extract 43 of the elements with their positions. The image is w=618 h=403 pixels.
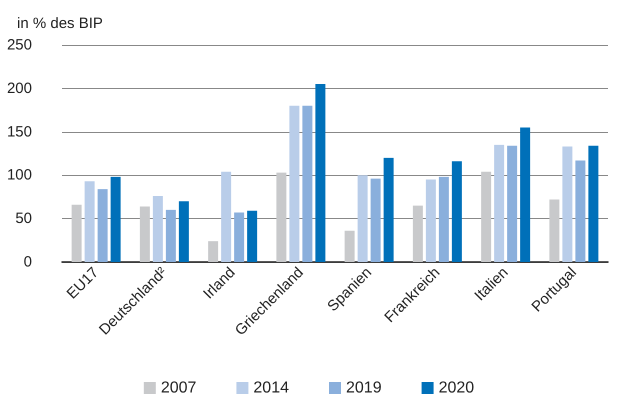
- bar: [84, 181, 95, 262]
- y-tick-label: 0: [24, 254, 32, 270]
- bar: [426, 180, 436, 262]
- bar: [302, 106, 312, 262]
- bar: [358, 175, 368, 262]
- bar: [289, 106, 300, 262]
- bar: [481, 172, 492, 262]
- bar: [370, 178, 381, 262]
- bar: [72, 204, 82, 262]
- y-tick-label: 200: [6, 80, 32, 97]
- legend-label: 2014: [253, 380, 290, 396]
- bar: [221, 172, 232, 262]
- bar: [384, 158, 394, 262]
- bar: [494, 144, 504, 262]
- y-tick-label: 250: [6, 36, 32, 54]
- bar: [520, 127, 530, 262]
- bar: [575, 160, 586, 262]
- bar: [208, 241, 218, 262]
- bar: [234, 212, 244, 262]
- legend-label: 2020: [438, 380, 474, 396]
- bar: [588, 146, 598, 262]
- bar: [166, 210, 176, 262]
- bar: [412, 206, 423, 262]
- bar: [507, 146, 518, 262]
- y-tick-label: 50: [15, 210, 32, 228]
- bar: [562, 146, 572, 262]
- bar: [344, 230, 355, 262]
- bar: [549, 200, 560, 262]
- bar: [110, 176, 121, 262]
- bar: [276, 172, 286, 262]
- bar: [140, 206, 150, 262]
- y-tick-label: 150: [6, 123, 32, 140]
- legend-label: 2019: [346, 380, 382, 396]
- legend-label: 2007: [160, 380, 197, 396]
- bar: [98, 189, 108, 262]
- bar: [152, 196, 163, 262]
- y-tick-label: 100: [6, 166, 32, 184]
- bar: [315, 84, 326, 262]
- bar: [452, 161, 462, 262]
- bar: [178, 201, 189, 262]
- y-axis-title: in % des BIP: [17, 15, 103, 32]
- bar: [247, 210, 258, 262]
- bar: [438, 176, 449, 262]
